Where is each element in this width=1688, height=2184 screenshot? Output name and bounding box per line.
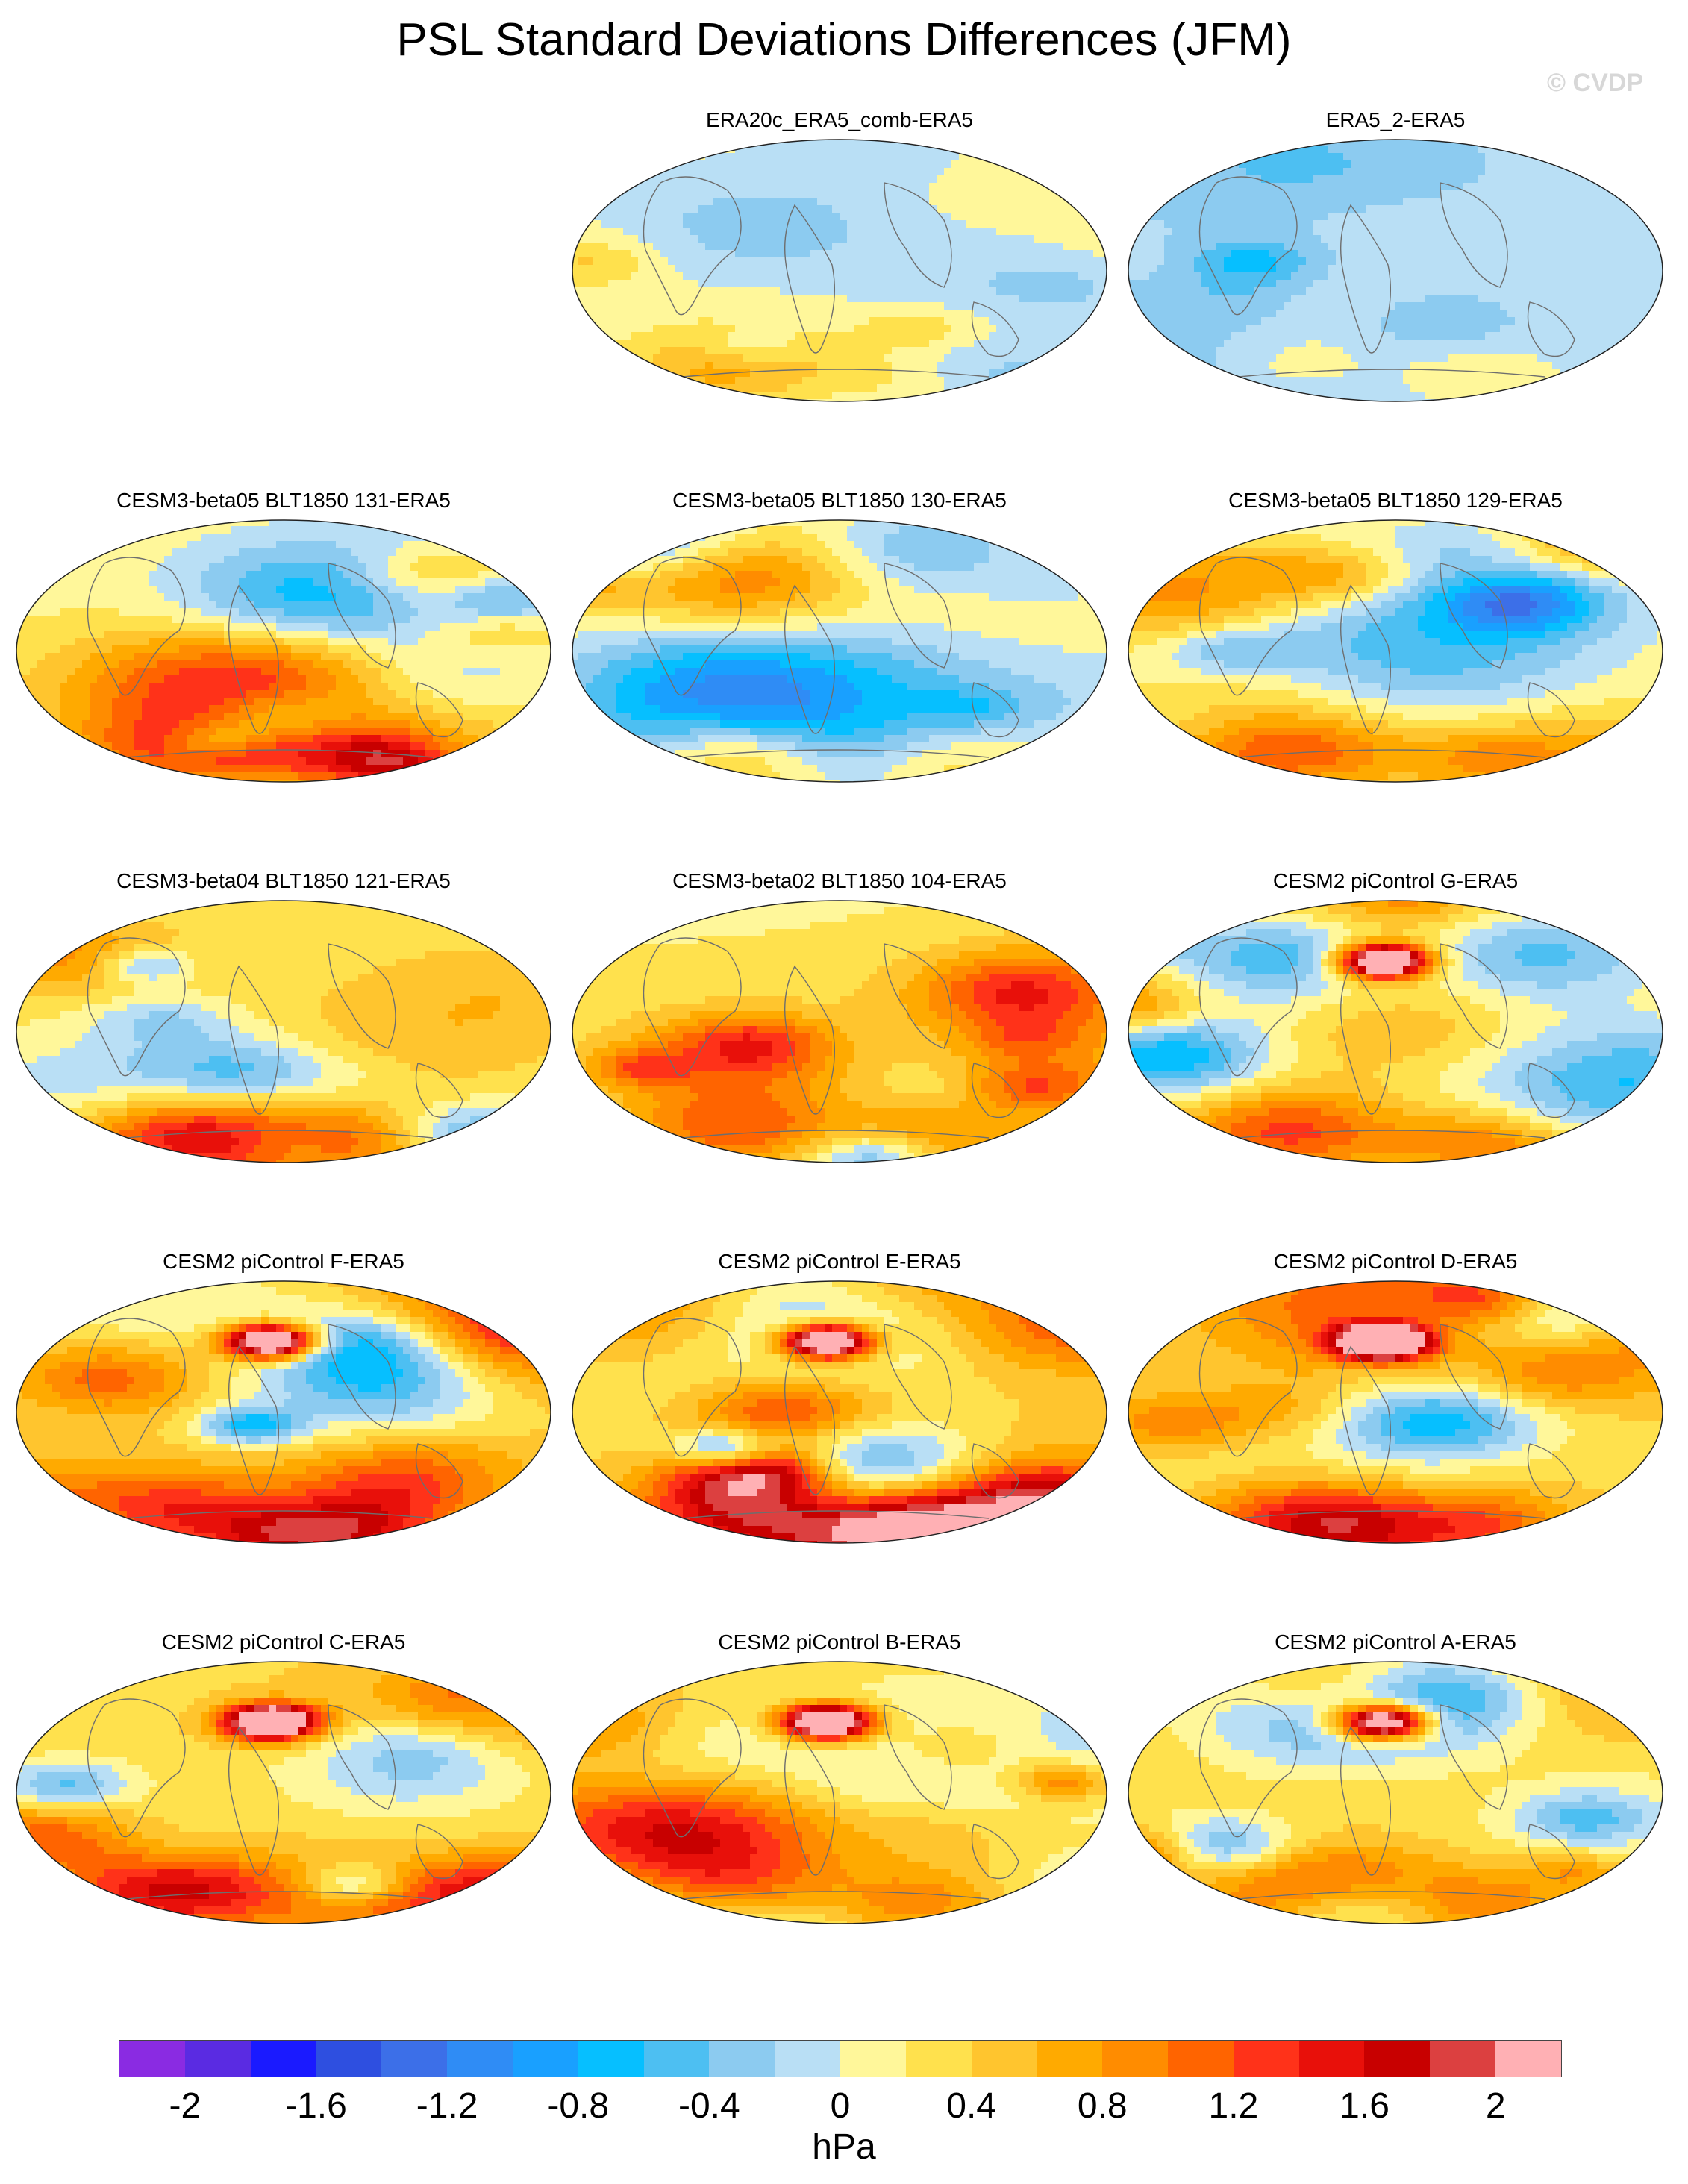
panel-title: CESM3-beta04 BLT1850 121-ERA5 — [7, 869, 560, 893]
robinson-map — [16, 1280, 551, 1544]
colorbar-units: hPa — [0, 2127, 1688, 2168]
panel-title: CESM3-beta05 BLT1850 130-ERA5 — [563, 489, 1116, 513]
panel-title: ERA5_2-ERA5 — [1119, 108, 1672, 132]
panel-title: CESM2 piControl F-ERA5 — [7, 1250, 560, 1274]
map-panel: CESM2 piControl G-ERA5 — [1119, 869, 1672, 1287]
map-panel: ERA20c_ERA5_comb-ERA5 — [563, 108, 1116, 526]
colorbar-swatch — [775, 2041, 840, 2077]
colorbar-swatch — [1298, 2041, 1365, 2077]
colorbar-swatch — [447, 2041, 513, 2077]
colorbar-swatch — [1364, 2041, 1431, 2077]
robinson-map — [572, 900, 1107, 1163]
panel-title: CESM3-beta05 BLT1850 131-ERA5 — [7, 489, 560, 513]
colorbar-swatch — [1233, 2041, 1299, 2077]
colorbar-swatch — [512, 2041, 578, 2077]
robinson-map — [1128, 139, 1663, 402]
colorbar-swatch — [1495, 2041, 1561, 2077]
colorbar-tick-label: -1.6 — [285, 2086, 347, 2127]
colorbar-swatch — [971, 2041, 1037, 2077]
map-panel: CESM2 piControl A-ERA5 — [1119, 1630, 1672, 2048]
robinson-map — [16, 900, 551, 1163]
panel-title: CESM2 piControl G-ERA5 — [1119, 869, 1672, 893]
robinson-map — [572, 519, 1107, 783]
panel-title: CESM3-beta05 BLT1850 129-ERA5 — [1119, 489, 1672, 513]
colorbar-swatch — [250, 2041, 316, 2077]
map-panel: CESM3-beta05 BLT1850 131-ERA5 — [7, 489, 560, 907]
panel-title: CESM2 piControl D-ERA5 — [1119, 1250, 1672, 1274]
colorbar-swatch — [316, 2041, 382, 2077]
robinson-map — [1128, 519, 1663, 783]
cvdp-watermark: © CVDP — [1547, 69, 1643, 98]
colorbar-tick-label: -2 — [169, 2086, 201, 2127]
robinson-map — [16, 1661, 551, 1924]
colorbar-swatch — [840, 2041, 906, 2077]
robinson-map — [572, 1661, 1107, 1924]
panel-title: CESM3-beta02 BLT1850 104-ERA5 — [563, 869, 1116, 893]
map-panel: CESM3-beta05 BLT1850 130-ERA5 — [563, 489, 1116, 907]
robinson-map — [1128, 900, 1663, 1163]
colorbar-tick-label: 0.8 — [1078, 2086, 1128, 2127]
map-panel: ERA5_2-ERA5 — [1119, 108, 1672, 526]
colorbar-tick-label: 1.6 — [1340, 2086, 1390, 2127]
colorbar-swatch — [1430, 2041, 1496, 2077]
map-panel: CESM2 piControl D-ERA5 — [1119, 1250, 1672, 1668]
panel-title: CESM2 piControl C-ERA5 — [7, 1630, 560, 1654]
robinson-map — [572, 139, 1107, 402]
panel-title: CESM2 piControl E-ERA5 — [563, 1250, 1116, 1274]
map-panel: CESM2 piControl C-ERA5 — [7, 1630, 560, 2048]
colorbar-swatch — [119, 2041, 185, 2077]
colorbar — [119, 2040, 1562, 2077]
panel-title: CESM2 piControl A-ERA5 — [1119, 1630, 1672, 1654]
colorbar-tick-label: -0.8 — [547, 2086, 609, 2127]
colorbar-swatch — [1037, 2041, 1103, 2077]
colorbar-swatch — [1102, 2041, 1168, 2077]
colorbar-tick-label: -0.4 — [678, 2086, 740, 2127]
robinson-map — [572, 1280, 1107, 1544]
map-panel: CESM3-beta04 BLT1850 121-ERA5 — [7, 869, 560, 1287]
colorbar-tick-label: 0.4 — [946, 2086, 996, 2127]
colorbar-swatch — [709, 2041, 775, 2077]
map-panel: CESM2 piControl F-ERA5 — [7, 1250, 560, 1668]
colorbar-swatch — [381, 2041, 448, 2077]
colorbar-swatch — [1168, 2041, 1234, 2077]
colorbar-tick-label: 0 — [831, 2086, 851, 2127]
map-panel: CESM3-beta05 BLT1850 129-ERA5 — [1119, 489, 1672, 907]
colorbar-swatch — [643, 2041, 710, 2077]
panel-title: ERA20c_ERA5_comb-ERA5 — [563, 108, 1116, 132]
colorbar-swatch — [905, 2041, 972, 2077]
colorbar-tick-label: 2 — [1486, 2086, 1506, 2127]
map-panel: CESM3-beta02 BLT1850 104-ERA5 — [563, 869, 1116, 1287]
colorbar-tick-label: -1.2 — [416, 2086, 478, 2127]
figure-title: PSL Standard Deviations Differences (JFM… — [0, 13, 1688, 67]
robinson-map — [1128, 1661, 1663, 1924]
colorbar-tick-label: 1.2 — [1209, 2086, 1259, 2127]
colorbar-swatch — [184, 2041, 251, 2077]
panel-title: CESM2 piControl B-ERA5 — [563, 1630, 1116, 1654]
map-panel: CESM2 piControl E-ERA5 — [563, 1250, 1116, 1668]
map-panel: CESM2 piControl B-ERA5 — [563, 1630, 1116, 2048]
colorbar-swatch — [578, 2041, 644, 2077]
robinson-map — [16, 519, 551, 783]
robinson-map — [1128, 1280, 1663, 1544]
